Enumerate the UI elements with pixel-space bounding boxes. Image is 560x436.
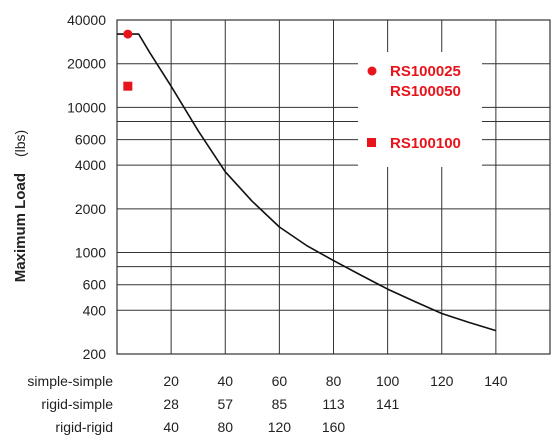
x-axis-row-1-tick-0: 28 bbox=[163, 396, 179, 412]
y-axis-label-main: Maximum Load bbox=[12, 173, 29, 282]
y-tick-label-7: 10000 bbox=[67, 99, 106, 115]
x-axis-row-2-tick-2: 120 bbox=[268, 419, 292, 435]
grid-lines bbox=[116, 19, 551, 355]
y-tick-label-2: 600 bbox=[83, 277, 107, 293]
marker-circle-0 bbox=[123, 29, 133, 39]
x-axis-row-2-tick-1: 80 bbox=[217, 419, 233, 435]
markers-layer bbox=[123, 29, 133, 91]
x-axes: simple-simple 20 40 60 80 100 120 140 rigid-simp… bbox=[27, 373, 507, 435]
y-axis-label-unit: (lbs) bbox=[12, 130, 28, 157]
y-tick-label-8: 20000 bbox=[67, 56, 106, 72]
legend-label-0-0: RS100025 bbox=[390, 63, 461, 80]
y-tick-label-9: 40000 bbox=[67, 12, 106, 28]
y-axis-ticks: 200 400 600 1000 2000 4000 6000 10000 20000 40000 bbox=[67, 12, 106, 362]
load-curve-0 bbox=[117, 33, 497, 332]
x-axis-row-0-tick-3: 80 bbox=[326, 373, 342, 389]
x-axis-row-0-tick-2: 60 bbox=[272, 373, 288, 389]
y-tick-label-3: 1000 bbox=[75, 245, 106, 261]
x-axis-row-label-1: rigid-simple bbox=[41, 396, 113, 412]
y-tick-label-0: 200 bbox=[83, 346, 107, 362]
legend-box bbox=[358, 52, 482, 167]
x-axis-row-0-tick-1: 40 bbox=[217, 373, 233, 389]
x-axis-row-0-tick-5: 120 bbox=[430, 373, 454, 389]
x-axis-row-0-tick-4: 100 bbox=[376, 373, 400, 389]
curve-layer bbox=[117, 33, 497, 332]
legend-label-0-1: RS100050 bbox=[390, 83, 461, 100]
y-tick-label-1: 400 bbox=[83, 302, 107, 318]
legend: RS100025 RS100050 RS100100 bbox=[358, 52, 482, 167]
y-tick-label-5: 4000 bbox=[75, 157, 106, 173]
x-axis-row-2-tick-3: 160 bbox=[322, 419, 346, 435]
x-axis-row-0-tick-0: 20 bbox=[163, 373, 179, 389]
x-axis-row-1-tick-4: 141 bbox=[376, 396, 400, 412]
y-axis-label: Maximum Load (lbs) bbox=[12, 130, 29, 282]
x-axis-row-1-tick-3: 113 bbox=[322, 396, 345, 412]
x-axis-row-label-0: simple-simple bbox=[27, 373, 113, 389]
x-axis-row-0-tick-6: 140 bbox=[484, 373, 508, 389]
legend-marker-square bbox=[367, 138, 376, 147]
x-axis-row-2-tick-0: 40 bbox=[163, 419, 179, 435]
legend-marker-circle bbox=[367, 66, 377, 76]
y-axis-label-text: Maximum Load (lbs) bbox=[12, 130, 29, 282]
y-tick-label-4: 2000 bbox=[75, 201, 106, 217]
x-axis-row-1-tick-2: 85 bbox=[272, 396, 288, 412]
x-axis-row-1-tick-1: 57 bbox=[217, 396, 233, 412]
marker-square-1 bbox=[123, 81, 133, 91]
x-axis-row-label-2: rigid-rigid bbox=[55, 419, 113, 435]
y-tick-label-6: 6000 bbox=[75, 132, 106, 148]
legend-label-1-0: RS100100 bbox=[390, 135, 461, 152]
